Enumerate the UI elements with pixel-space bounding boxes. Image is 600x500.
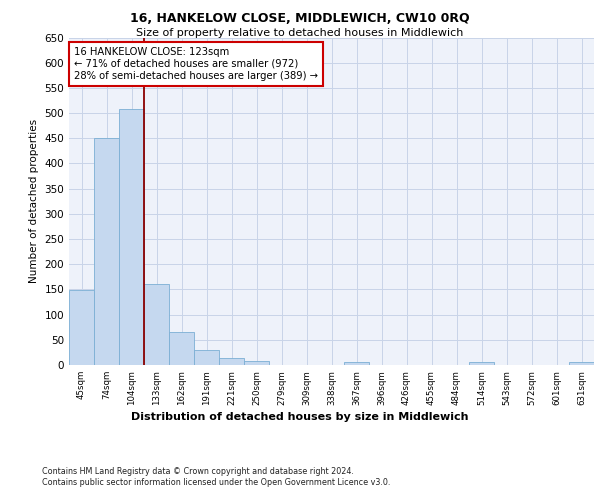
Bar xyxy=(469,362,494,365)
Y-axis label: Number of detached properties: Number of detached properties xyxy=(29,119,39,284)
Bar xyxy=(569,362,594,365)
Text: Contains HM Land Registry data © Crown copyright and database right 2024.
Contai: Contains HM Land Registry data © Crown c… xyxy=(42,468,391,487)
Text: Size of property relative to detached houses in Middlewich: Size of property relative to detached ho… xyxy=(136,28,464,38)
Bar xyxy=(69,290,94,365)
Text: Distribution of detached houses by size in Middlewich: Distribution of detached houses by size … xyxy=(131,412,469,422)
Bar xyxy=(219,358,244,365)
Bar xyxy=(344,362,369,365)
Bar xyxy=(169,332,194,365)
Bar xyxy=(119,109,144,365)
Bar xyxy=(144,284,169,365)
Text: 16, HANKELOW CLOSE, MIDDLEWICH, CW10 0RQ: 16, HANKELOW CLOSE, MIDDLEWICH, CW10 0RQ xyxy=(130,12,470,26)
Bar xyxy=(244,361,269,365)
Bar xyxy=(194,350,219,365)
Text: 16 HANKELOW CLOSE: 123sqm
← 71% of detached houses are smaller (972)
28% of semi: 16 HANKELOW CLOSE: 123sqm ← 71% of detac… xyxy=(74,48,318,80)
Bar xyxy=(94,138,119,365)
